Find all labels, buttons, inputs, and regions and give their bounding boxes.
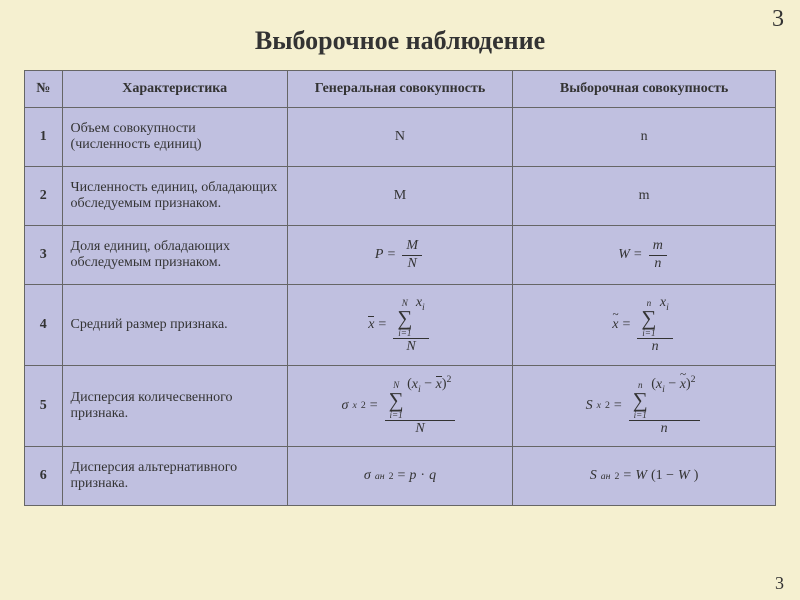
page-number-bottom: 3 [775,573,784,594]
cell-general-formula: σx2 = N∑i=1 (xi − x)2 N [287,366,512,447]
table-row: 6 Дисперсия альтернативного признака. σа… [25,447,776,506]
cell-sample-formula: x = n∑i=1 xi n [513,285,776,366]
table-row: 4 Средний размер признака. x = N∑i=1 xi … [25,285,776,366]
row-characteristic: Доля единиц, обладающих обследуемым приз… [62,226,287,285]
slide-title: Выборочное наблюдение [24,26,776,56]
table-row: 1 Объем совокупности (численность единиц… [25,108,776,167]
col-header-sample: Выборочная совокупность [513,71,776,108]
col-header-general: Генеральная совокупность [287,71,512,108]
cell-sample-formula: Sан2 = W(1 − W) [513,447,776,506]
row-number: 4 [25,285,63,366]
cell-sample-formula: W = mn [513,226,776,285]
row-characteristic: Дисперсия альтернативного признака. [62,447,287,506]
table-header-row: № Характеристика Генеральная совокупност… [25,71,776,108]
row-number: 2 [25,167,63,226]
slide: 3 Выборочное наблюдение № Характеристика… [0,0,800,600]
characteristics-table: № Характеристика Генеральная совокупност… [24,70,776,506]
row-characteristic: Дисперсия количесвенного признака. [62,366,287,447]
col-header-characteristic: Характеристика [62,71,287,108]
page-number-top: 3 [772,6,784,33]
table-row: 2 Численность единиц, обладающих обследу… [25,167,776,226]
row-number: 1 [25,108,63,167]
cell-sample: m [513,167,776,226]
row-number: 6 [25,447,63,506]
col-header-number: № [25,71,63,108]
table-row: 3 Доля единиц, обладающих обследуемым пр… [25,226,776,285]
cell-general: M [287,167,512,226]
row-characteristic: Численность единиц, обладающих обследуем… [62,167,287,226]
cell-sample-formula: Sx2 = n∑i=1 (xi − x)2 n [513,366,776,447]
cell-general-formula: x = N∑i=1 xi N [287,285,512,366]
cell-general: N [287,108,512,167]
cell-sample: n [513,108,776,167]
table-row: 5 Дисперсия количесвенного признака. σx2… [25,366,776,447]
row-number: 5 [25,366,63,447]
row-characteristic: Объем совокупности (численность единиц) [62,108,287,167]
row-number: 3 [25,226,63,285]
cell-general-formula: σан2 = p · q [287,447,512,506]
cell-general-formula: P = MN [287,226,512,285]
row-characteristic: Средний размер признака. [62,285,287,366]
